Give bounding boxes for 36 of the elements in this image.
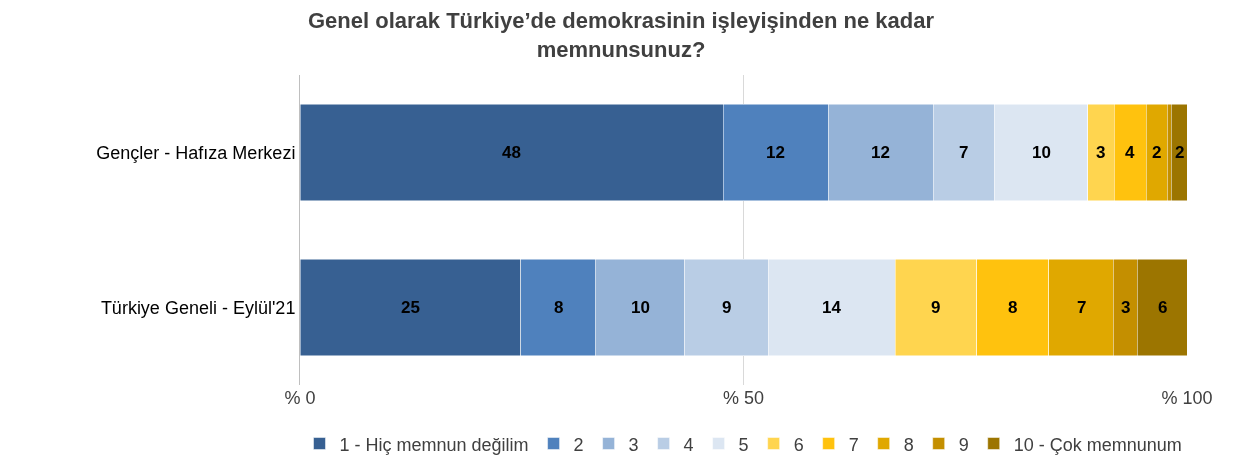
data-label: 2	[1175, 143, 1185, 162]
legend-label: 4	[683, 434, 694, 455]
data-label: 2	[1152, 143, 1162, 162]
data-label: 3	[1121, 298, 1131, 317]
chart-title: Genel olarak Türkiye’de demokrasinin işleyişinden ne kadar memnunsunuz?	[307, 8, 935, 63]
bar	[1170, 104, 1187, 201]
legend-label: 10 - Çok memnunum	[1013, 434, 1182, 455]
data-label: 12	[871, 143, 890, 162]
y-tick-label: Türkiye Geneli - Eylül'21	[100, 297, 296, 318]
data-label: 25	[401, 298, 420, 317]
data-label: 3	[1096, 143, 1106, 162]
legend-label: 7	[848, 434, 859, 455]
x-tick-label: % 0	[284, 388, 316, 408]
data-label: 7	[959, 143, 969, 162]
data-label: 48	[502, 143, 521, 162]
data-label: 8	[1008, 298, 1018, 317]
data-label: 6	[1158, 298, 1168, 317]
legend-label: 9	[958, 434, 969, 455]
data-label: 10	[631, 298, 650, 317]
data-label: 4	[1125, 143, 1135, 162]
data-label: 7	[1077, 298, 1087, 317]
legend-label: 1 - Hiç memnun değilim	[339, 434, 529, 455]
x-tick-label: % 50	[722, 388, 765, 408]
x-tick-label: % 100	[1161, 388, 1213, 408]
legend-label: 5	[738, 434, 749, 455]
data-label: 10	[1032, 143, 1051, 162]
legend-label: 3	[628, 434, 639, 455]
data-label: 12	[766, 143, 785, 162]
data-label: 8	[554, 298, 564, 317]
legend-label: 6	[793, 434, 804, 455]
legend-label: 2	[573, 434, 584, 455]
data-label: 9	[722, 298, 732, 317]
legend-label: 8	[903, 434, 914, 455]
data-label: 14	[822, 298, 842, 317]
y-tick-label: Gençler - Hafıza Merkezi	[96, 142, 296, 163]
data-label: 9	[931, 298, 941, 317]
